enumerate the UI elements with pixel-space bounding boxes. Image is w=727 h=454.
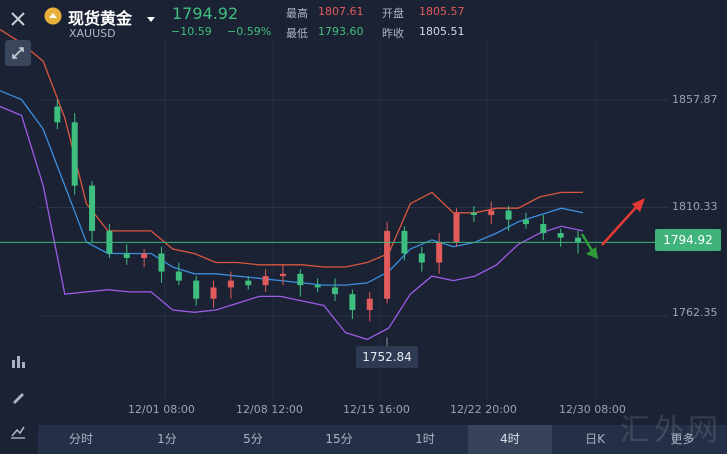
caret-down-icon[interactable] — [146, 9, 156, 22]
tab-timeframe[interactable]: 15分 — [325, 432, 353, 446]
high-value: 1807.61 — [318, 5, 364, 18]
x-tick-label: 12/30 08:00 — [559, 403, 626, 416]
expand-icon[interactable] — [5, 40, 31, 66]
y-tick-label: 1857.87 — [672, 93, 718, 106]
watermark: 汇外网 — [620, 413, 722, 448]
price-change: −10.59 — [171, 25, 212, 38]
candle-body — [71, 122, 78, 186]
tab-timeframe[interactable]: 日K — [585, 432, 605, 446]
low-label: 最低 — [286, 27, 308, 40]
instrument-symbol: XAUUSD — [69, 27, 116, 40]
x-tick-label: 12/15 16:00 — [343, 403, 410, 416]
annotate-icon[interactable] — [5, 418, 31, 444]
prev-close-label: 昨收 — [382, 27, 404, 40]
prev-close-value: 1805.51 — [419, 25, 465, 38]
y-tick-label: 1762.35 — [672, 306, 718, 319]
candle-body — [89, 185, 96, 231]
open-label: 开盘 — [382, 7, 404, 20]
candle-body — [470, 212, 477, 216]
candle-body — [453, 212, 460, 243]
draw-icon[interactable] — [5, 384, 31, 410]
candle-body — [54, 106, 61, 123]
x-tick-label: 12/22 20:00 — [450, 403, 517, 416]
candle-body — [262, 276, 269, 286]
band-line-upper — [0, 29, 583, 268]
down-arrow-head-icon — [586, 247, 598, 259]
y-tick-label: 1810.33 — [672, 200, 718, 213]
candle-body — [540, 224, 547, 234]
tab-timeframe[interactable]: 分时 — [68, 432, 93, 446]
candle-body — [193, 280, 200, 299]
x-tick-label: 12/08 12:00 — [236, 403, 303, 416]
candle-body — [210, 287, 217, 299]
candle-body — [557, 233, 564, 238]
left-toolbar — [0, 0, 38, 454]
candle-body — [332, 287, 339, 295]
gold-coin-icon — [44, 7, 62, 25]
band-line-middle — [0, 90, 584, 286]
low-price-marker: 1752.84 — [356, 346, 418, 368]
candle-body — [436, 242, 443, 263]
candle-body — [349, 294, 356, 311]
candle-body — [297, 273, 304, 286]
candle-body — [158, 253, 165, 272]
current-price: 1794.92 — [172, 4, 239, 23]
timeframe-bar: 分时 1分 5分 15分 1时 4时 日K 更多 — [38, 425, 727, 454]
candle-body — [384, 230, 391, 299]
candle-body — [522, 219, 529, 225]
high-label: 最高 — [286, 7, 308, 20]
candle-body — [245, 280, 252, 286]
candle-body — [123, 253, 130, 258]
current-price-tag: 1794.92 — [655, 229, 721, 251]
tab-timeframe-more[interactable]: 更多 — [670, 432, 695, 446]
instrument-title[interactable]: 现货黄金 — [68, 9, 133, 28]
band-line-lower — [0, 105, 584, 341]
low-value: 1793.60 — [318, 25, 364, 38]
tab-timeframe[interactable]: 1分 — [157, 432, 177, 446]
candle-body — [141, 253, 148, 258]
tab-timeframe[interactable]: 5分 — [243, 432, 263, 446]
candle-body — [227, 280, 234, 288]
candle-body — [488, 210, 495, 216]
tab-timeframe[interactable]: 1时 — [415, 432, 435, 446]
tab-timeframe-active[interactable]: 4时 — [468, 425, 552, 454]
candle-body — [505, 210, 512, 220]
x-tick-label: 12/01 08:00 — [128, 403, 195, 416]
up-arrow-head-icon — [632, 198, 645, 212]
close-icon[interactable] — [5, 6, 31, 32]
candle-body — [175, 271, 182, 281]
candle-body — [366, 298, 373, 311]
candle-body — [418, 253, 425, 263]
candle-body — [279, 273, 286, 277]
open-value: 1805.57 — [419, 5, 465, 18]
price-change-percent: −0.59% — [227, 25, 272, 38]
indicator-icon[interactable] — [5, 349, 31, 375]
up-arrow-icon — [601, 202, 641, 246]
candle-body — [314, 285, 321, 288]
candle-body — [575, 237, 581, 243]
